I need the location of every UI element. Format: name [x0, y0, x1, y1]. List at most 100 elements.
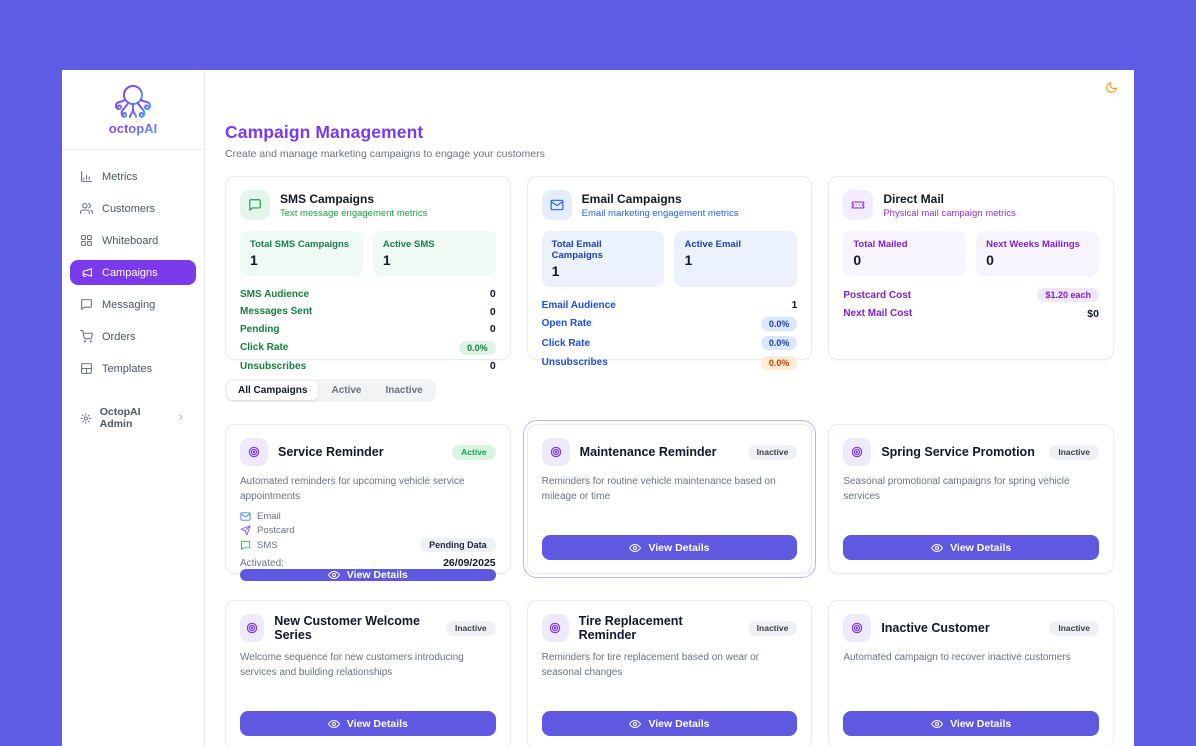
email-campaigns-card: Email Campaigns Email marketing engageme… — [526, 176, 813, 370]
channel-label: Postcard — [257, 524, 295, 536]
send-icon — [240, 524, 251, 536]
sidebar-item-orders[interactable]: Orders — [70, 324, 196, 349]
stat-box: Total Mailed 0 — [843, 231, 967, 276]
status-badge: Inactive — [446, 620, 496, 636]
metric-value: 0 — [489, 305, 496, 318]
view-details-button[interactable]: View Details — [240, 569, 496, 581]
view-details-button[interactable]: View Details — [541, 711, 798, 736]
stat-card-subtitle: Text message engagement metrics — [280, 207, 428, 219]
sms-campaigns-card: SMS Campaigns Text message engagement me… — [225, 176, 511, 372]
metric-label: Unsubscribes — [240, 360, 307, 372]
campaign-title: Tire Replacement Reminder — [578, 614, 683, 642]
stat-box: Active Email 1 — [674, 231, 798, 287]
sidebar-item-templates[interactable]: Templates — [70, 356, 196, 381]
metric-label: Unsubscribes — [541, 357, 608, 368]
metric-label: Email Audience — [541, 299, 616, 311]
direct-mail-card: Direct Mail Physical mail campaign metri… — [828, 176, 1114, 360]
view-details-label: View Details — [346, 569, 408, 581]
channel-label: Email — [257, 511, 281, 522]
message-icon — [240, 540, 251, 550]
eye-icon — [327, 719, 340, 728]
moon-icon — [1106, 82, 1117, 93]
metric-value: 0 — [489, 288, 496, 300]
tab-inactive[interactable]: Inactive — [374, 381, 433, 400]
logo-text: octopAI — [109, 121, 157, 136]
view-details-button[interactable]: View Details — [843, 711, 1099, 736]
campaign-card-service-reminder: Service Reminder Active Automated remind… — [225, 424, 511, 581]
sidebar-item-messaging[interactable]: Messaging — [70, 292, 196, 317]
channel-row: Postcard — [240, 525, 496, 536]
eye-icon — [931, 719, 944, 728]
stat-box: Total SMS Campaigns 1 — [240, 231, 363, 276]
channel-list: Email Postcard SMS Pending Data — [240, 511, 496, 552]
pending-data-badge: Pending Data — [420, 538, 496, 552]
metric-label: Click Rate — [541, 337, 591, 349]
campaign-filter-tabs: All Campaigns Active Inactive — [225, 379, 436, 402]
stat-card-title: Email Campaigns — [581, 191, 682, 206]
stat-box-label: Next Weeks Mailings — [986, 239, 1080, 250]
status-badge: Inactive — [747, 620, 798, 636]
metric-label: SMS Audience — [240, 288, 310, 300]
status-badge: Inactive — [1049, 620, 1099, 636]
campaign-description: Automated reminders for upcoming vehicle… — [240, 476, 465, 502]
target-icon — [240, 614, 265, 642]
campaign-card-spring-service-promotion: Spring Service Promotion Inactive Season… — [828, 424, 1114, 574]
chevron-right-icon — [176, 412, 186, 425]
metric-row: Messages Sent 0 — [240, 306, 496, 318]
ticket-icon — [843, 190, 874, 220]
metric-row: Click Rate 0.0% — [240, 340, 496, 355]
sidebar-item-customers[interactable]: Customers — [70, 196, 196, 221]
stat-card-subtitle: Physical mail campaign metrics — [883, 207, 1016, 219]
campaign-description: Seasonal promotional campaigns for sprin… — [843, 476, 1070, 502]
tab-active[interactable]: Active — [320, 381, 372, 400]
view-details-button[interactable]: View Details — [240, 711, 496, 736]
stat-box-value: 1 — [250, 252, 258, 268]
view-details-button[interactable]: View Details — [843, 535, 1099, 560]
tab-all-campaigns[interactable]: All Campaigns — [227, 381, 319, 400]
stat-box-label: Total Email Campaigns — [551, 239, 603, 261]
sidebar-item-label: Whiteboard — [102, 234, 159, 247]
channel-row: SMS Pending Data — [240, 538, 496, 552]
card-header: Direct Mail Physical mail campaign metri… — [843, 190, 1099, 220]
metric-value: 0 — [489, 360, 496, 372]
sidebar-item-metrics[interactable]: Metrics — [70, 164, 196, 189]
campaign-card-inactive-customer: Inactive Customer Inactive Automated cam… — [828, 600, 1114, 746]
dark-mode-toggle[interactable] — [1105, 81, 1118, 97]
mail-icon — [240, 512, 251, 521]
users-icon — [80, 203, 93, 214]
metric-value-pill: 0.0% — [760, 316, 798, 331]
channel-label: SMS — [257, 539, 278, 551]
activated-label: Activated: — [240, 557, 284, 569]
target-icon — [240, 438, 268, 466]
metric-label: Postcard Cost — [843, 289, 912, 301]
status-badge: Active — [452, 444, 496, 460]
metric-row: SMS Audience 0 — [240, 288, 496, 300]
stat-box: Active SMS 1 — [372, 231, 496, 276]
metric-value: 1 — [791, 299, 798, 311]
target-icon — [541, 614, 569, 642]
eye-icon — [629, 719, 642, 728]
view-details-label: View Details — [648, 717, 710, 730]
campaign-title: Spring Service Promotion — [881, 445, 1035, 459]
status-badge: Inactive — [1049, 444, 1099, 460]
metric-row: Unsubscribes 0.0% — [541, 355, 798, 370]
stat-box-label: Active SMS — [382, 239, 435, 250]
app-window: octopAI Metrics Customers Whiteboard Cam… — [62, 70, 1134, 746]
view-details-label: View Details — [950, 541, 1012, 554]
metric-row: Open Rate 0.0% — [541, 316, 798, 331]
stat-box-value: 0 — [853, 252, 862, 268]
view-details-label: View Details — [648, 541, 710, 554]
view-details-button[interactable]: View Details — [541, 535, 798, 560]
megaphone-icon — [82, 268, 92, 277]
octopai-logo: octopAI — [62, 70, 204, 150]
campaign-card-tire-replacement-reminder: Tire Replacement Reminder Inactive Remin… — [526, 600, 813, 746]
sidebar-item-admin[interactable]: OctopAI Admin — [70, 400, 196, 436]
sidebar-item-whiteboard[interactable]: Whiteboard — [70, 228, 196, 253]
metric-label: Open Rate — [541, 318, 592, 329]
target-icon — [843, 614, 872, 642]
activated-row: Activated: 26/09/2025 — [240, 557, 496, 569]
campaign-card-new-customer-welcome-series: New Customer Welcome Series Inactive Wel… — [225, 600, 511, 746]
sidebar-item-campaigns[interactable]: Campaigns — [70, 260, 196, 285]
sidebar-item-label: Campaigns — [102, 266, 158, 279]
